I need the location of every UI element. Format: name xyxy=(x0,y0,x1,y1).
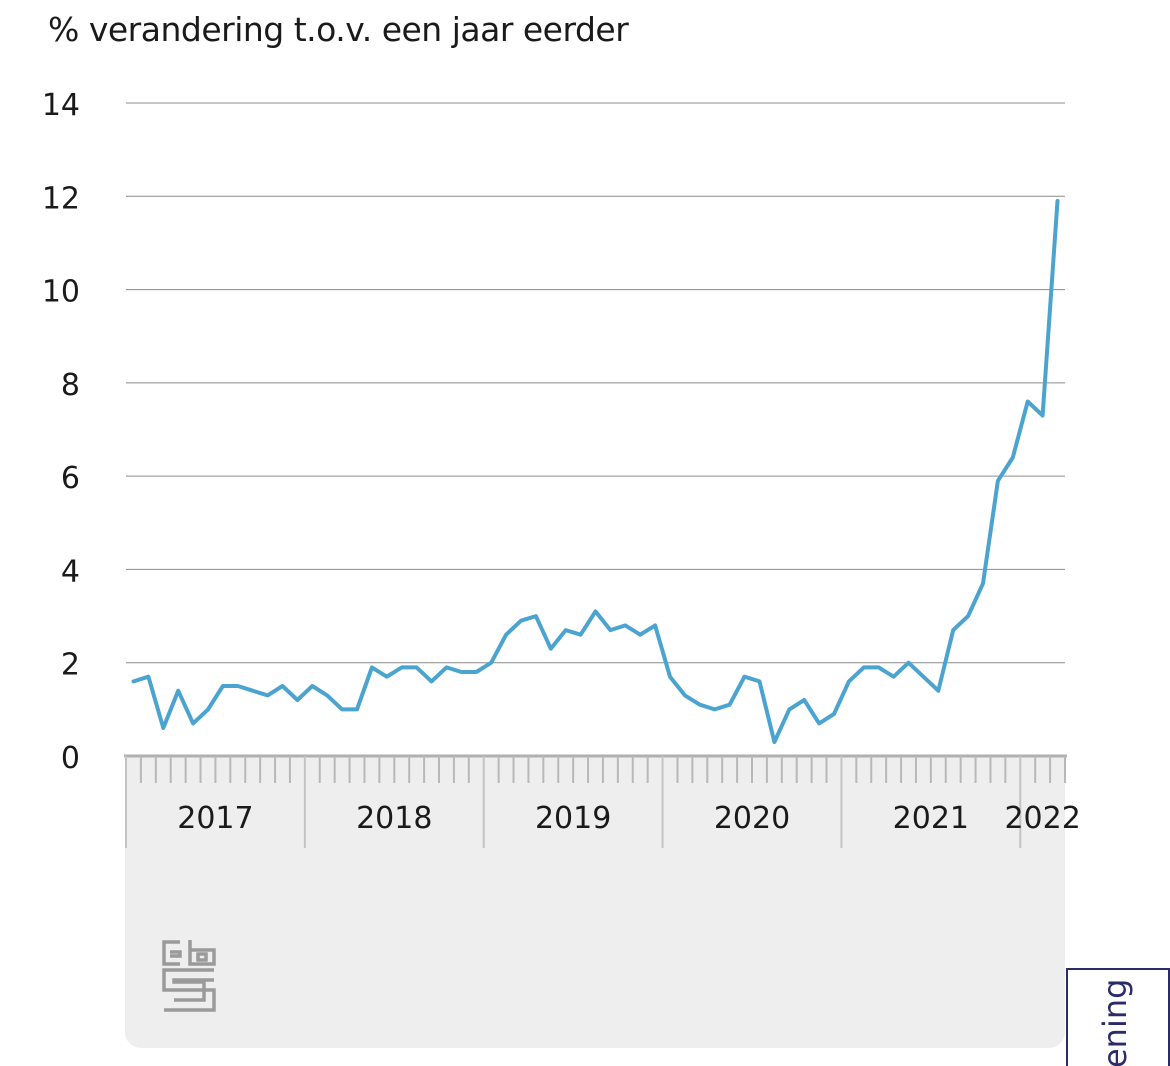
y-tick-label: 4 xyxy=(61,554,80,589)
y-tick-label: 6 xyxy=(61,461,80,496)
y-tick-label: 8 xyxy=(61,368,80,403)
x-axis xyxy=(124,754,1067,848)
side-tab[interactable]: ening xyxy=(1066,968,1170,1066)
x-tick-label: 2019 xyxy=(535,801,611,836)
x-tick-label: 2017 xyxy=(177,801,253,836)
y-tick-label: 2 xyxy=(61,648,80,683)
x-axis-tick-labels: 2017 2018 2019 2020 2021 2022 xyxy=(177,801,1081,836)
cbs-logo-icon xyxy=(162,940,216,1012)
y-tick-label: 0 xyxy=(61,741,80,776)
side-tab-label: ening xyxy=(1096,978,1134,1066)
y-tick-label: 12 xyxy=(42,181,80,216)
x-tick-label: 2020 xyxy=(714,801,790,836)
y-tick-label: 14 xyxy=(42,88,80,123)
y-axis-tick-labels: 0 2 4 6 8 10 12 14 xyxy=(42,88,80,776)
x-tick-label: 2021 xyxy=(893,801,969,836)
series-lines xyxy=(131,199,1060,744)
x-tick-label: 2018 xyxy=(356,801,432,836)
series-line xyxy=(131,199,1060,744)
chart-footer-panel xyxy=(125,756,1065,1048)
chart-title: % verandering t.o.v. een jaar eerder xyxy=(48,10,629,49)
gridlines xyxy=(126,102,1065,664)
x-tick-label: 2022 xyxy=(1004,801,1080,836)
y-tick-label: 10 xyxy=(42,275,80,310)
